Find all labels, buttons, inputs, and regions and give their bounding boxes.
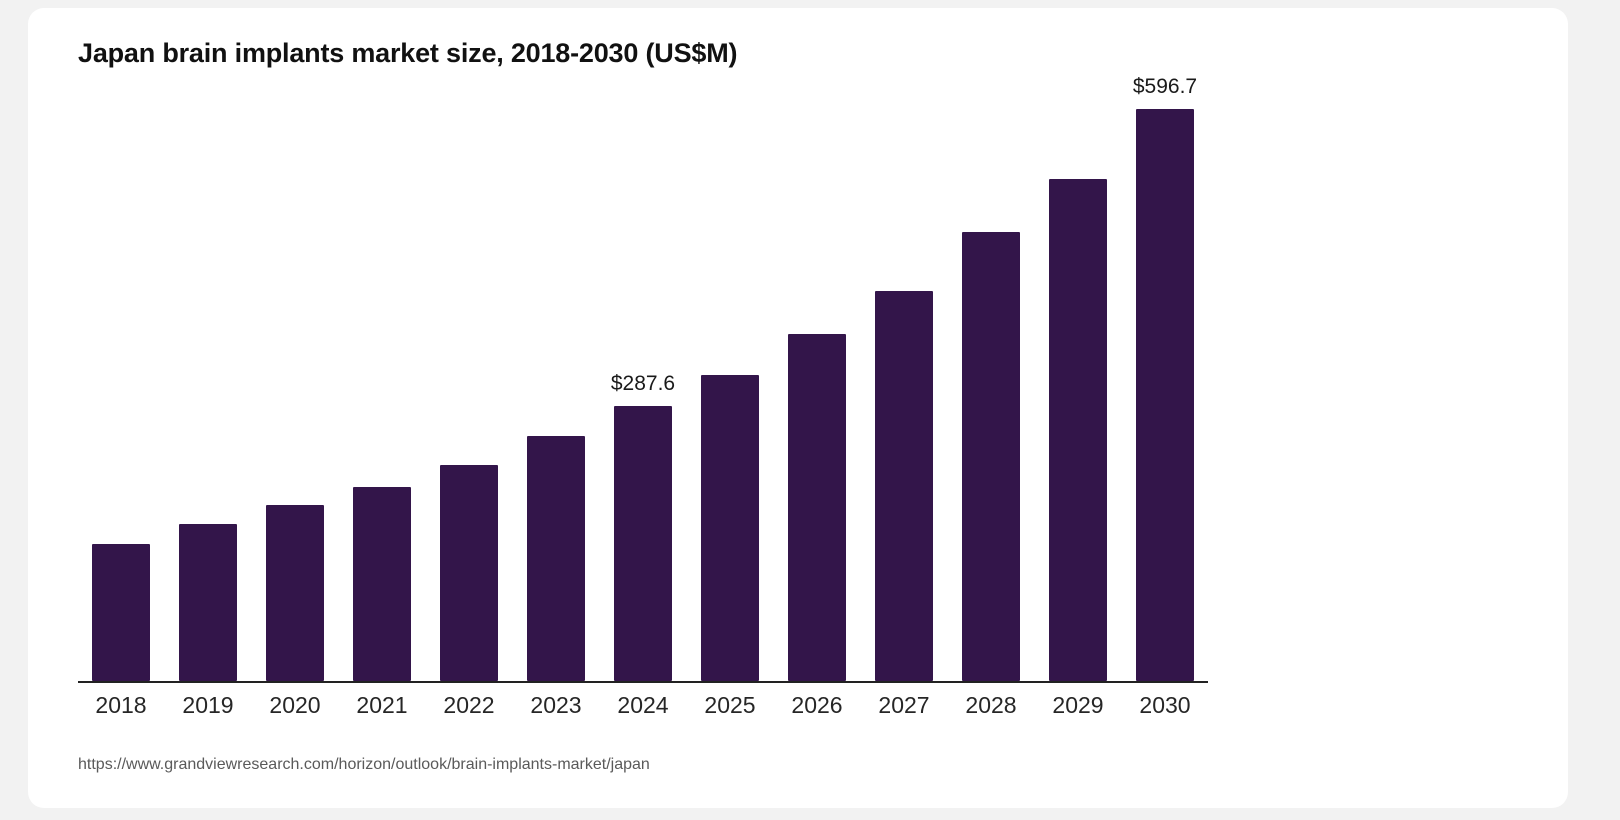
bar-2018[interactable] bbox=[92, 544, 150, 681]
x-tick-2024: 2024 bbox=[617, 692, 669, 718]
x-tick-2030: 2030 bbox=[1139, 692, 1191, 718]
bar-2025[interactable] bbox=[701, 375, 759, 681]
bar-2030[interactable] bbox=[1136, 109, 1194, 681]
bar-slot bbox=[92, 68, 150, 681]
x-tick-2025: 2025 bbox=[704, 692, 756, 718]
bar-series: $287.6 $596.7 bbox=[78, 68, 1208, 681]
x-tick-2022: 2022 bbox=[443, 692, 495, 718]
bar-2022[interactable] bbox=[440, 465, 498, 681]
x-axis-tick-labels: 2018 2019 2020 2021 2022 2023 2024 2025 2026 2027… bbox=[78, 692, 1208, 719]
bar-2026[interactable] bbox=[788, 334, 846, 681]
bar-slot bbox=[875, 68, 933, 681]
x-axis-line bbox=[78, 681, 1208, 683]
x-tick-2027: 2027 bbox=[878, 692, 930, 718]
bar-2024[interactable] bbox=[614, 406, 672, 681]
bar-slot bbox=[788, 68, 846, 681]
bar-slot: $287.6 bbox=[610, 68, 676, 681]
chart-card: Japan brain implants market size, 2018-2… bbox=[28, 8, 1568, 808]
bar-2019[interactable] bbox=[179, 524, 237, 681]
x-tick-2028: 2028 bbox=[965, 692, 1017, 718]
bar-slot bbox=[440, 68, 498, 681]
page-title: Japan brain implants market size, 2018-2… bbox=[78, 38, 738, 68]
bar-2023[interactable] bbox=[527, 436, 585, 681]
bar-slot: $596.7 bbox=[1132, 68, 1198, 681]
bar-slot bbox=[962, 68, 1020, 681]
bar-slot bbox=[527, 68, 585, 681]
source-url[interactable]: https://www.grandviewresearch.com/horizo… bbox=[78, 756, 650, 773]
x-tick-2026: 2026 bbox=[791, 692, 843, 718]
x-tick-2019: 2019 bbox=[182, 692, 234, 718]
bar-2020[interactable] bbox=[266, 505, 324, 681]
x-tick-2023: 2023 bbox=[530, 692, 582, 718]
bar-2028[interactable] bbox=[962, 232, 1020, 681]
bar-slot bbox=[1049, 68, 1107, 681]
bar-slot bbox=[701, 68, 759, 681]
x-tick-2021: 2021 bbox=[356, 692, 408, 718]
bar-2029[interactable] bbox=[1049, 179, 1107, 681]
bar-slot bbox=[179, 68, 237, 681]
bar-slot bbox=[266, 68, 324, 681]
x-tick-2018: 2018 bbox=[95, 692, 147, 718]
plot-area: $287.6 $596.7 bbox=[78, 68, 1208, 683]
bar-2021[interactable] bbox=[353, 487, 411, 681]
bar-value-label: $287.6 bbox=[610, 372, 676, 395]
bar-slot bbox=[353, 68, 411, 681]
bar-2027[interactable] bbox=[875, 291, 933, 681]
bar-value-label: $596.7 bbox=[1132, 75, 1198, 98]
x-tick-2020: 2020 bbox=[269, 692, 321, 718]
x-tick-2029: 2029 bbox=[1052, 692, 1104, 718]
